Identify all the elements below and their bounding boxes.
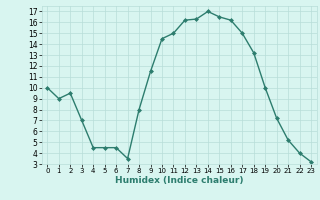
X-axis label: Humidex (Indice chaleur): Humidex (Indice chaleur) [115, 176, 244, 185]
